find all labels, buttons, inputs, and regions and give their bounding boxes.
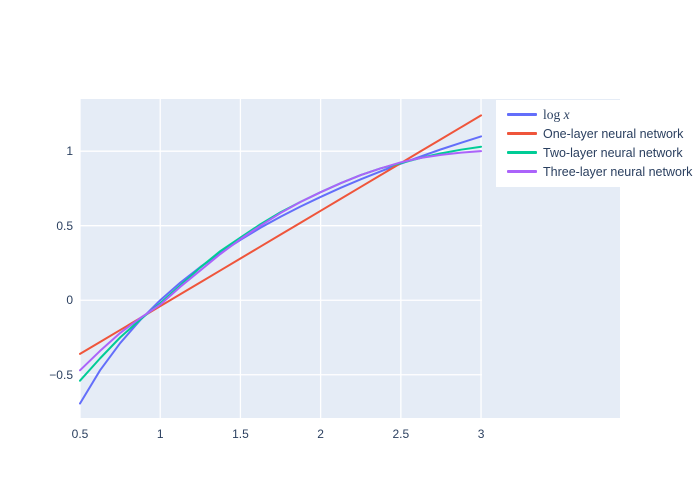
x-tick-label: 1 xyxy=(156,427,164,441)
x-tick-label: 2.5 xyxy=(392,427,410,441)
x-tick-label: 2 xyxy=(317,427,324,441)
legend-swatch-three-layer xyxy=(507,170,537,173)
curves[interactable] xyxy=(79,114,483,405)
legend-swatch-two-layer xyxy=(507,151,537,154)
curve-three-layer-neural-network[interactable] xyxy=(79,150,483,372)
legend-item-label: Two-layer neural network xyxy=(543,145,683,160)
x-tick-label: 1.5 xyxy=(232,427,249,441)
legend-swatch-log-x xyxy=(507,113,537,116)
legend-item-label: Three-layer neural network xyxy=(543,164,693,179)
legend-item-label: One-layer neural network xyxy=(543,126,684,141)
y-tick-label: −0.5 xyxy=(49,367,73,382)
y-tick-label: 0.5 xyxy=(56,218,73,233)
legend-item-log-x[interactable]: log x xyxy=(496,105,698,124)
x-tick-label: 3 xyxy=(477,427,485,441)
legend-item-three-layer-neural-network[interactable]: Three-layer neural network xyxy=(496,162,698,181)
legend-item-label: log x xyxy=(543,106,570,122)
legend-swatch-one-layer xyxy=(507,132,537,135)
y-tick-label: 1 xyxy=(66,144,73,159)
y-tick-label: 0 xyxy=(66,293,73,308)
x-tick-label: 0.5 xyxy=(71,427,89,441)
legend-item-one-layer-neural-network[interactable]: One-layer neural network xyxy=(496,124,698,143)
legend-item-two-layer-neural-network[interactable]: Two-layer neural network xyxy=(496,143,698,162)
legend: log x One-layer neural network Two-layer… xyxy=(496,100,698,187)
